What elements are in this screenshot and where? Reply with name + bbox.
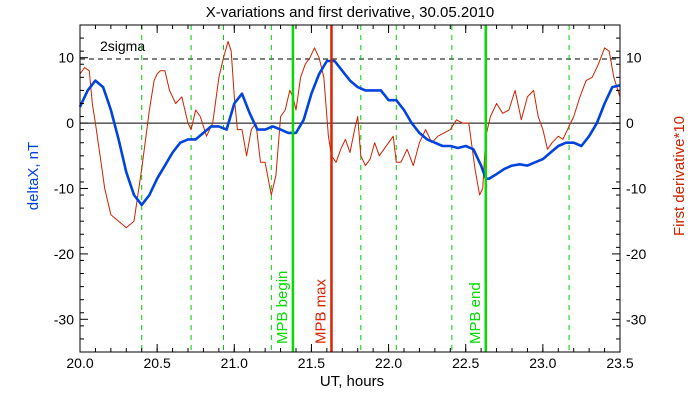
y-tick-label-right: -30 [626, 311, 646, 327]
x-tick-label: 20.5 [144, 355, 171, 371]
marker-label: MPB begin [274, 271, 291, 344]
plot-area: MPB begin MPB max MPB end 20.0 20.5 21.0 21.5 2… [54, 24, 646, 371]
y-tick-label-left: 10 [58, 50, 74, 66]
x-tick-label: 22.0 [375, 355, 402, 371]
y-tick-label-right: 0 [626, 115, 634, 131]
x-tick-label: 20.0 [66, 355, 93, 371]
y-tick-label-right: -20 [626, 246, 646, 262]
x-tick-label: 23.0 [529, 355, 556, 371]
chart-title: X-variations and first derivative, 30.05… [206, 4, 495, 21]
series-line-deltax [78, 59, 621, 207]
plot-frame [79, 24, 621, 353]
y-tick-label-left: 0 [66, 115, 74, 131]
y-axis-label-left: deltaX, nT [25, 142, 42, 210]
x-tick-label: 21.5 [298, 355, 325, 371]
x-axis-label: UT, hours [320, 373, 384, 390]
y-tick-label-left: -10 [54, 181, 74, 197]
threshold-label: 2sigma [100, 38, 145, 54]
y-tick-label-left: -30 [54, 311, 74, 327]
y-tick-label-left: -20 [54, 246, 74, 262]
y-tick-label-right: 10 [626, 50, 642, 66]
y-tick-label-right: -10 [626, 181, 646, 197]
marker-label: MPB max [312, 278, 329, 344]
x-tick-label: 22.5 [452, 355, 479, 371]
y-axis-label-right: First derivative*10 [671, 116, 688, 236]
x-tick-label: 21.0 [221, 355, 248, 371]
x-tick-label: 23.5 [606, 355, 633, 371]
marker-label: MPB end [467, 282, 484, 344]
series-line-derivative [79, 40, 621, 229]
